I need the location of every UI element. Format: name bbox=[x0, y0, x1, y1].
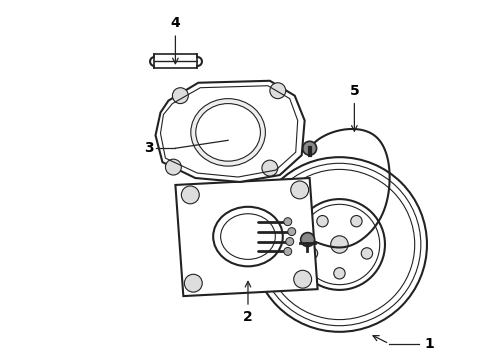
Circle shape bbox=[331, 236, 348, 253]
Circle shape bbox=[294, 270, 312, 288]
Circle shape bbox=[334, 267, 345, 279]
Circle shape bbox=[306, 248, 318, 259]
Text: 1: 1 bbox=[424, 337, 434, 351]
Circle shape bbox=[303, 141, 317, 155]
Circle shape bbox=[288, 228, 295, 235]
Text: 3: 3 bbox=[144, 141, 153, 155]
Text: 2: 2 bbox=[243, 310, 253, 324]
Circle shape bbox=[181, 186, 199, 204]
Circle shape bbox=[291, 181, 309, 199]
Polygon shape bbox=[175, 178, 318, 296]
Circle shape bbox=[166, 159, 181, 175]
Ellipse shape bbox=[220, 214, 275, 260]
Circle shape bbox=[284, 247, 292, 255]
Circle shape bbox=[184, 274, 202, 292]
Circle shape bbox=[301, 233, 315, 247]
Bar bbox=[153, 54, 197, 68]
Circle shape bbox=[284, 218, 292, 226]
Circle shape bbox=[317, 216, 328, 227]
Circle shape bbox=[361, 248, 372, 259]
Polygon shape bbox=[155, 81, 305, 182]
Circle shape bbox=[172, 88, 188, 104]
Text: 4: 4 bbox=[171, 16, 180, 30]
Circle shape bbox=[286, 238, 294, 246]
Ellipse shape bbox=[191, 99, 266, 166]
Circle shape bbox=[270, 83, 286, 99]
Circle shape bbox=[262, 160, 278, 176]
Circle shape bbox=[351, 216, 362, 227]
Ellipse shape bbox=[213, 207, 283, 266]
Text: 5: 5 bbox=[349, 84, 359, 98]
Ellipse shape bbox=[196, 104, 260, 161]
